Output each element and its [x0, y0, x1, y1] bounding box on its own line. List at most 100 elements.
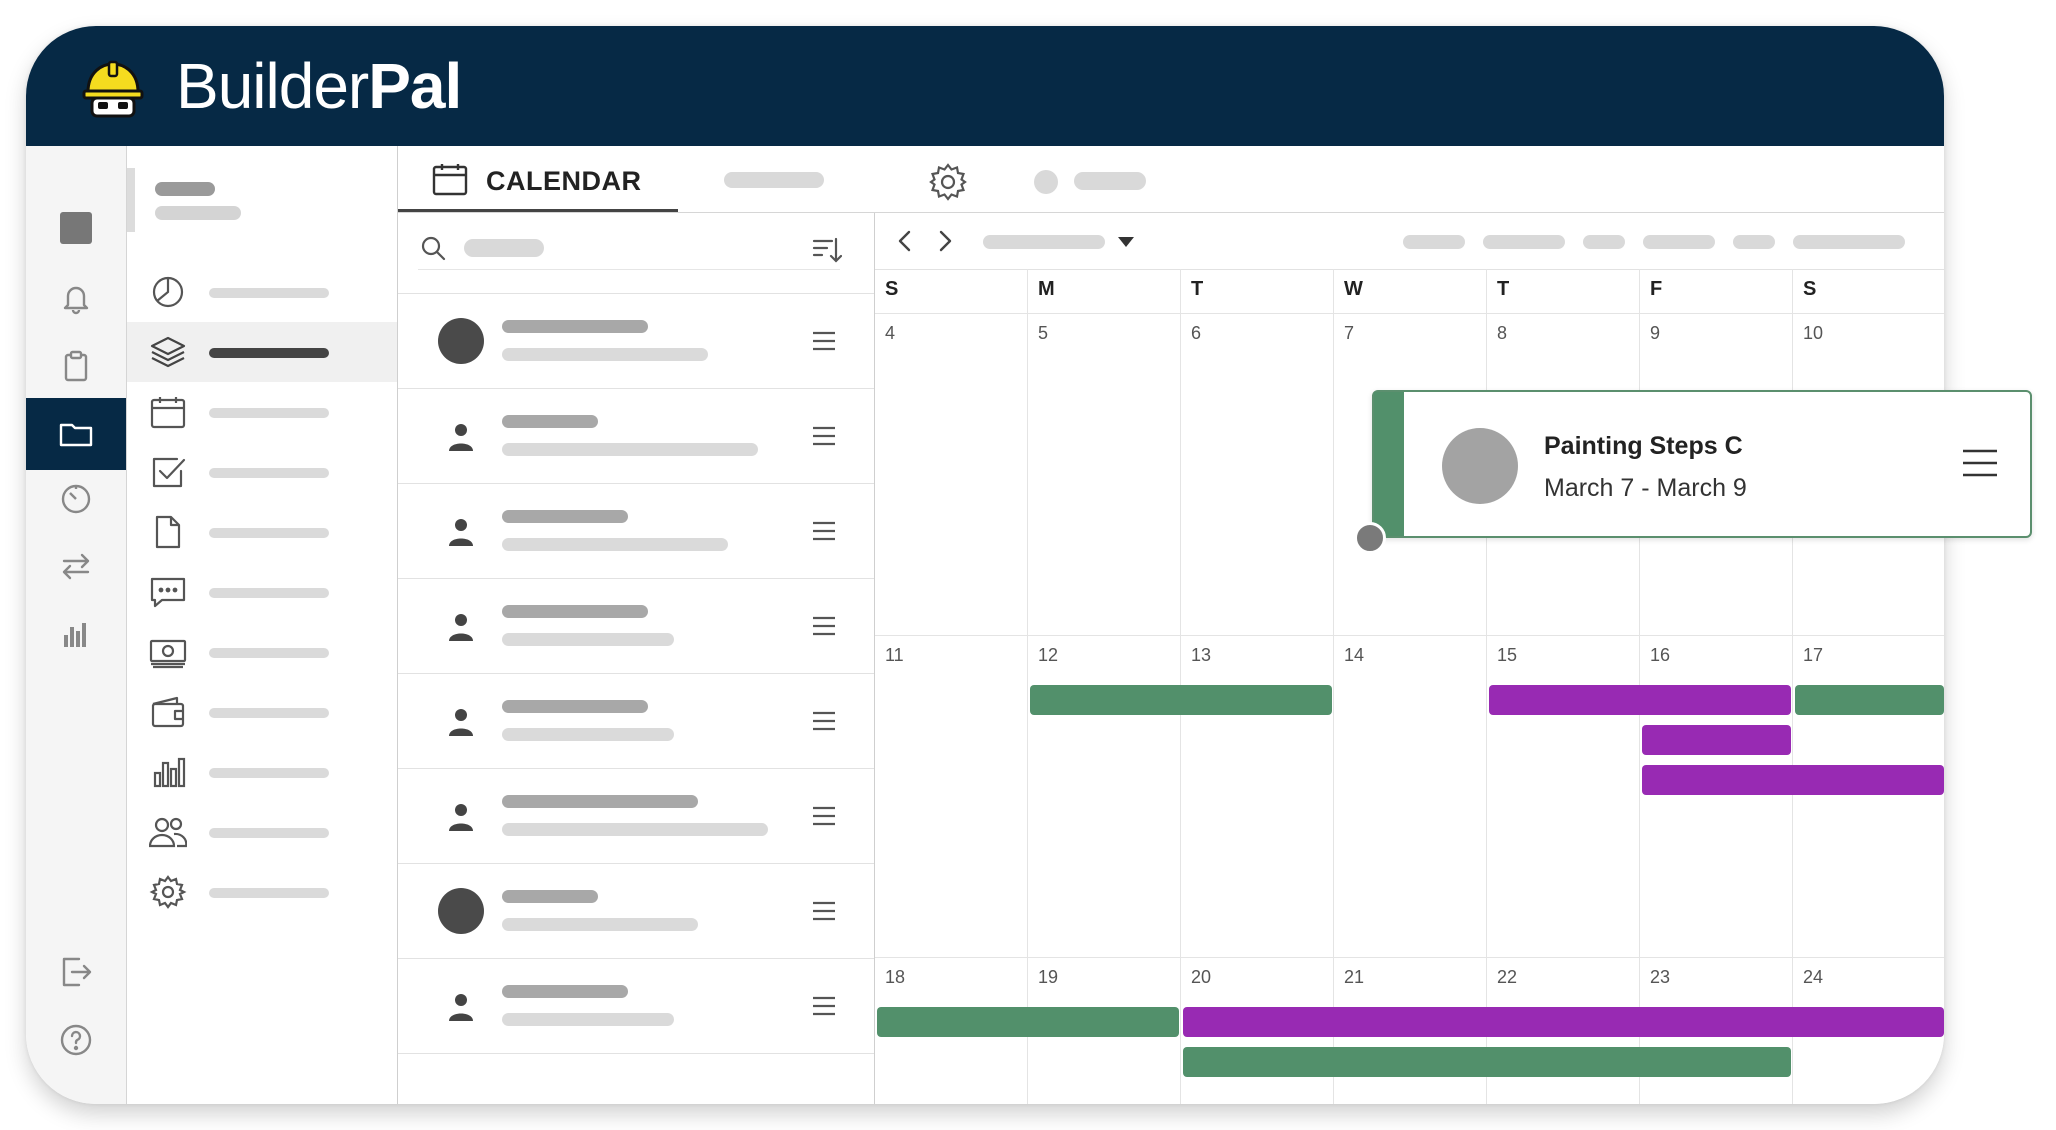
rail-item-home[interactable] [26, 198, 126, 258]
list-item-title-placeholder [502, 510, 628, 523]
calendar-icon [432, 164, 468, 196]
nav-item-documents[interactable] [127, 502, 397, 562]
view-tabs: CALENDAR [398, 146, 1944, 213]
drag-menu-icon[interactable] [812, 425, 836, 447]
list-item[interactable] [398, 959, 874, 1054]
day-number[interactable]: 9 [1650, 323, 1661, 343]
drag-menu-icon[interactable] [812, 805, 836, 827]
project-header[interactable] [127, 168, 397, 232]
day-number[interactable]: 8 [1497, 323, 1508, 343]
menu-icon[interactable] [1962, 448, 1998, 478]
event-bar-purple[interactable] [1183, 1007, 1944, 1037]
nav-item-settings[interactable] [127, 862, 397, 922]
nav-item-budget[interactable] [127, 622, 397, 682]
nav-item-dashboard[interactable] [127, 262, 397, 322]
nav-item-messages[interactable] [127, 562, 397, 622]
day-number[interactable]: 15 [1497, 645, 1518, 665]
list-item-title-placeholder [502, 320, 648, 333]
rail-item-help[interactable] [26, 1010, 126, 1070]
day-number[interactable]: 19 [1038, 967, 1059, 987]
list-item-subtitle-placeholder [502, 633, 674, 646]
day-number[interactable]: 22 [1497, 967, 1518, 987]
rail-item-transfers[interactable] [26, 536, 126, 596]
drag-menu-icon[interactable] [812, 615, 836, 637]
nav-item-payments[interactable] [127, 682, 397, 742]
user-dot-placeholder[interactable] [1034, 170, 1058, 194]
folder-icon [59, 423, 93, 447]
rail-item-logout[interactable] [26, 942, 126, 1002]
nav-item-team[interactable] [127, 802, 397, 862]
event-bar-green[interactable] [1183, 1047, 1791, 1077]
filter-placeholder[interactable] [1483, 235, 1565, 249]
list-item[interactable] [398, 294, 874, 389]
list-item[interactable] [398, 484, 874, 579]
sort-icon[interactable] [812, 235, 842, 265]
day-number[interactable]: 4 [885, 323, 896, 343]
rail-item-clipboard[interactable] [26, 336, 126, 396]
filter-placeholder[interactable] [1583, 235, 1625, 249]
list-item-title-placeholder [502, 890, 598, 903]
drag-handle-dot[interactable] [1354, 522, 1386, 554]
day-number[interactable]: 23 [1650, 967, 1671, 987]
rail-item-reports[interactable] [26, 604, 126, 664]
day-number[interactable]: 16 [1650, 645, 1671, 665]
day-number[interactable]: 18 [885, 967, 906, 987]
list-item[interactable] [398, 389, 874, 484]
filter-placeholder[interactable] [1403, 235, 1465, 249]
nav-item-tasks[interactable] [127, 442, 397, 502]
gear-icon[interactable] [928, 162, 968, 202]
event-bar-purple[interactable] [1642, 765, 1944, 795]
nav-item-reports[interactable] [127, 742, 397, 802]
caret-down-icon[interactable] [1117, 235, 1135, 249]
event-bar-green[interactable] [1795, 685, 1944, 715]
calendar-toolbar [875, 213, 1944, 270]
chevron-left-icon[interactable] [895, 229, 915, 253]
grid-line [1792, 269, 1793, 1104]
nav-item-schedule[interactable] [127, 322, 397, 382]
day-number[interactable]: 5 [1038, 323, 1049, 343]
drag-menu-icon[interactable] [812, 330, 836, 352]
rail-item-timer[interactable] [26, 468, 126, 528]
event-bar-purple[interactable] [1642, 725, 1791, 755]
drag-menu-icon[interactable] [812, 900, 836, 922]
square-icon [60, 212, 92, 244]
icon-rail [26, 146, 127, 1104]
event-bar-purple[interactable] [1489, 685, 1791, 715]
event-bar-green[interactable] [1030, 685, 1332, 715]
month-selector[interactable] [983, 235, 1105, 249]
day-number[interactable]: 21 [1344, 967, 1365, 987]
rail-item-projects[interactable] [26, 398, 126, 470]
drag-menu-icon[interactable] [812, 520, 836, 542]
day-number[interactable]: 17 [1803, 645, 1824, 665]
drag-menu-icon[interactable] [812, 995, 836, 1017]
nav-label-placeholder [209, 708, 329, 718]
day-number[interactable]: 10 [1803, 323, 1824, 343]
list-item[interactable] [398, 579, 874, 674]
user-name-placeholder[interactable] [1074, 172, 1146, 190]
filter-placeholder[interactable] [1793, 235, 1905, 249]
event-popup-card[interactable]: Painting Steps C March 7 - March 9 [1372, 390, 2032, 538]
nav-item-calendar[interactable] [127, 382, 397, 442]
day-number[interactable]: 13 [1191, 645, 1212, 665]
rail-item-notifications[interactable] [26, 268, 126, 328]
list-item[interactable] [398, 864, 874, 959]
day-number[interactable]: 7 [1344, 323, 1355, 343]
event-bar-green[interactable] [877, 1007, 1179, 1037]
event-title: Painting Steps C [1544, 432, 1743, 460]
tab-placeholder[interactable] [724, 172, 824, 188]
day-number[interactable]: 24 [1803, 967, 1824, 987]
day-number[interactable]: 6 [1191, 323, 1202, 343]
day-number[interactable]: 20 [1191, 967, 1212, 987]
list-item[interactable] [398, 769, 874, 864]
search-input[interactable] [464, 239, 544, 257]
chevron-right-icon[interactable] [935, 229, 955, 253]
day-number[interactable]: 12 [1038, 645, 1059, 665]
tab-calendar[interactable]: CALENDAR [398, 146, 678, 212]
filter-placeholder[interactable] [1643, 235, 1715, 249]
clipboard-icon [64, 350, 88, 382]
day-number[interactable]: 14 [1344, 645, 1365, 665]
day-number[interactable]: 11 [885, 645, 904, 665]
filter-placeholder[interactable] [1733, 235, 1775, 249]
list-item[interactable] [398, 674, 874, 769]
drag-menu-icon[interactable] [812, 710, 836, 732]
